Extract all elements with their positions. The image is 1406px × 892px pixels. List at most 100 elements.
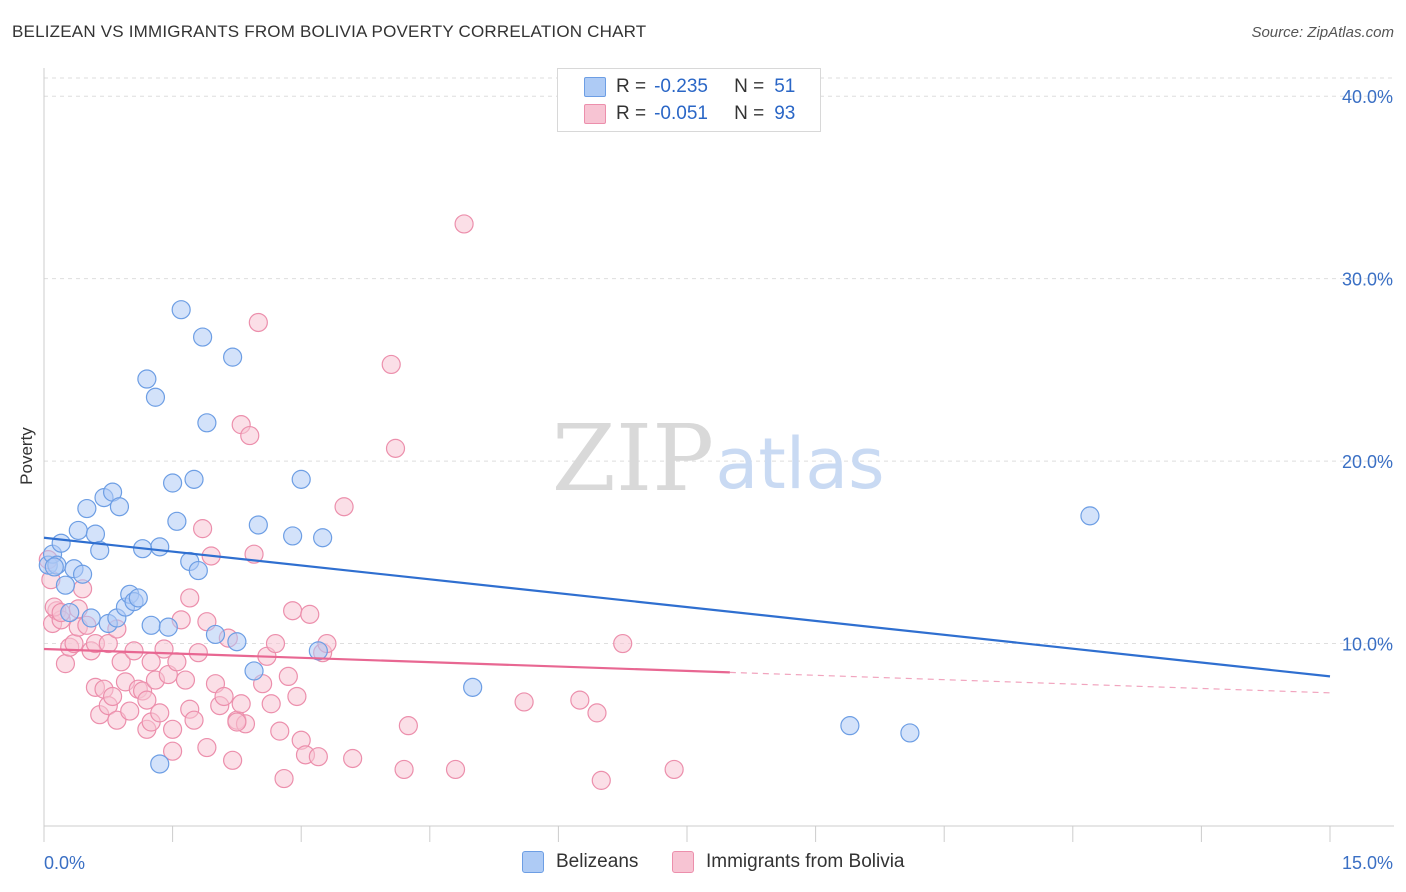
- series-legend: Belizeans Immigrants from Bolivia: [0, 851, 1406, 877]
- x-tick-label: 15.0%: [1342, 853, 1393, 873]
- belizean-point: [205, 624, 226, 645]
- belizean-point: [68, 520, 88, 541]
- bolivia-point: [137, 690, 157, 710]
- belizean-point: [900, 723, 920, 743]
- belizean-point: [85, 524, 106, 544]
- bolivia-point: [175, 670, 196, 690]
- belizean-point: [158, 617, 178, 637]
- tick-labels: 10.0% 20.0% 30.0% 40.0% 0.0% 15.0%: [44, 87, 1393, 873]
- bolivia-point: [193, 519, 213, 539]
- bolivia-point: [270, 721, 290, 741]
- belizean-point: [283, 526, 303, 546]
- belizean-point: [188, 560, 208, 581]
- bolivia-point: [102, 686, 123, 707]
- bolivia-point: [274, 768, 294, 789]
- legend-item-belizeans[interactable]: Belizeans: [522, 851, 638, 873]
- y-tick-label: 20.0%: [1342, 452, 1393, 472]
- belizean-point: [55, 575, 76, 595]
- bolivia-point: [381, 354, 401, 375]
- bolivia-point: [445, 759, 466, 780]
- bolivia-point: [197, 737, 217, 758]
- belizean-point: [308, 641, 328, 661]
- legend-swatch-pink: [672, 851, 694, 873]
- bolivia-trend-extension: [729, 671, 1331, 694]
- legend-n-label: N =: [734, 76, 765, 97]
- bolivia-trend-line: [43, 647, 730, 674]
- bolivia-point: [184, 710, 204, 730]
- bolivia-point: [248, 312, 268, 333]
- bolivia-point: [244, 544, 264, 564]
- bolivia-point: [454, 214, 474, 234]
- legend-swatch-pink: [584, 104, 606, 124]
- belizean-point: [248, 515, 268, 535]
- chart-title: BELIZEAN VS IMMIGRANTS FROM BOLIVIA POVE…: [12, 22, 647, 41]
- bolivia-point: [180, 588, 200, 608]
- legend-swatch-blue: [522, 851, 544, 873]
- bolivia-point: [141, 652, 161, 672]
- bolivia-point: [214, 686, 234, 707]
- bolivia-point: [664, 759, 684, 780]
- bolivia-point: [300, 604, 320, 624]
- bolivia-point: [308, 747, 328, 767]
- belizean-point: [51, 533, 71, 553]
- belizean-point: [171, 300, 191, 320]
- watermark: ZIP atlas: [552, 405, 885, 512]
- bolivia-point: [334, 497, 354, 517]
- belizean-point: [193, 327, 213, 347]
- legend-item-bolivia[interactable]: Immigrants from Bolivia: [672, 851, 905, 873]
- bolivia-point: [55, 654, 76, 674]
- bolivia-point: [283, 601, 303, 621]
- belizean-point: [81, 608, 101, 628]
- bolivia-point: [570, 690, 590, 710]
- belizean-point: [184, 469, 204, 489]
- legend-r-label: R =: [616, 76, 647, 97]
- bolivia-points: [38, 214, 684, 790]
- legend-row-belizeans: R = -0.235 N = 51: [558, 74, 795, 100]
- belizean-point: [223, 347, 243, 367]
- belizean-point: [840, 716, 860, 736]
- x-tick-label: 0.0%: [44, 853, 85, 873]
- belizean-point: [150, 754, 170, 774]
- bolivia-point: [163, 719, 183, 739]
- belizean-point: [150, 537, 170, 557]
- belizean-point: [145, 387, 166, 407]
- belizean-point: [72, 564, 93, 584]
- belizean-point: [137, 369, 157, 389]
- bolivia-point: [343, 748, 363, 769]
- belizean-trend-line: [43, 536, 1331, 678]
- legend-swatch-blue: [584, 77, 606, 97]
- legend-n-value: 51: [774, 76, 796, 97]
- belizean-point: [244, 661, 264, 681]
- watermark-zip: ZIP: [552, 405, 714, 512]
- belizean-point: [1080, 506, 1100, 526]
- belizean-point: [197, 413, 217, 433]
- bolivia-point: [398, 716, 418, 736]
- bolivia-point: [591, 770, 611, 790]
- bolivia-point: [514, 692, 534, 712]
- y-tick-label: 30.0%: [1342, 270, 1393, 290]
- y-tick-label: 10.0%: [1342, 635, 1393, 655]
- bolivia-point: [613, 633, 633, 654]
- bolivia-point: [98, 633, 118, 654]
- bolivia-point: [227, 712, 247, 732]
- belizean-point: [163, 473, 183, 493]
- watermark-atlas: atlas: [715, 423, 884, 505]
- bolivia-point: [188, 643, 208, 663]
- source-label: Source: ZipAtlas.com: [1251, 24, 1394, 41]
- bolivia-point: [287, 686, 307, 707]
- y-axis-label: Poverty: [17, 427, 36, 485]
- legend-row-bolivia: R = -0.051 N = 93: [558, 101, 795, 127]
- y-tick-label: 40.0%: [1342, 87, 1393, 107]
- bolivia-point: [278, 666, 298, 687]
- bolivia-point: [587, 703, 607, 723]
- belizean-point: [291, 469, 311, 489]
- belizean-point: [109, 497, 130, 517]
- bolivia-point: [261, 694, 281, 714]
- legend-item-label: Belizeans: [556, 851, 639, 872]
- trend-lines: [43, 536, 1331, 694]
- belizean-point: [313, 528, 333, 548]
- legend-r-value: -0.235: [654, 76, 708, 97]
- bolivia-point: [150, 703, 170, 723]
- belizean-point: [60, 602, 80, 623]
